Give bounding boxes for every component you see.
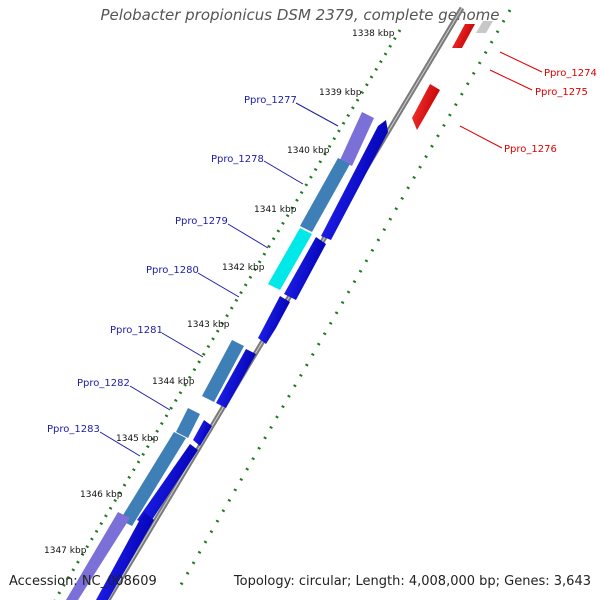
feature-1284[interactable] xyxy=(66,512,130,600)
gene-label-ppro-1281[interactable]: Ppro_1281 xyxy=(110,325,163,336)
tick-label-1344: 1344 kbp xyxy=(152,377,195,387)
leader-ppro-1278 xyxy=(263,160,304,185)
leader-ppro-1281 xyxy=(161,332,204,358)
tick-label-1347: 1347 kbp xyxy=(44,546,87,556)
gene-ppro-1277[interactable] xyxy=(321,120,388,240)
gene-ppro-1275[interactable] xyxy=(452,24,475,48)
gene-label-ppro-1280[interactable]: Ppro_1280 xyxy=(146,265,199,276)
gene-label-ppro-1274[interactable]: Ppro_1274 xyxy=(544,68,597,79)
gene-label-ppro-1276[interactable]: Ppro_1276 xyxy=(504,144,557,155)
gene-ppro-1284[interactable] xyxy=(96,512,154,600)
gene-ppro-1278[interactable] xyxy=(284,237,326,300)
gene-ppro-1281[interactable] xyxy=(216,349,256,408)
leader-ppro-1280 xyxy=(197,272,240,298)
tick-label-1339: 1339 kbp xyxy=(319,88,362,98)
leader-ppro-1276 xyxy=(459,125,503,149)
leader-ppro-1279 xyxy=(227,223,269,249)
feature-1277[interactable] xyxy=(340,112,374,166)
leader-ppro-1274 xyxy=(499,51,543,73)
tick-label-1338: 1338 kbp xyxy=(352,29,395,39)
gene-ppro-1274[interactable] xyxy=(476,21,493,33)
tick-label-1342: 1342 kbp xyxy=(222,263,265,273)
map-title: Pelobacter propionicus DSM 2379, complet… xyxy=(100,6,500,24)
gene-ppro-1283[interactable] xyxy=(137,444,198,526)
gene-ppro-1282[interactable] xyxy=(193,420,212,446)
tick-label-1343: 1343 kbp xyxy=(187,320,230,330)
leader-ppro-1283 xyxy=(99,431,141,457)
feature-1282[interactable] xyxy=(176,408,200,438)
gene-label-ppro-1275[interactable]: Ppro_1275 xyxy=(535,87,588,98)
tick-label-1341: 1341 kbp xyxy=(254,205,297,215)
inner-tick-ring xyxy=(53,29,402,600)
leader-ppro-1282 xyxy=(129,385,171,411)
gene-ppro-1276[interactable] xyxy=(412,84,440,130)
tick-label-1345: 1345 kbp xyxy=(116,434,159,444)
gene-label-ppro-1279[interactable]: Ppro_1279 xyxy=(175,216,228,227)
gene-label-ppro-1283[interactable]: Ppro_1283 xyxy=(47,424,100,435)
accession-text: Accession: NC_008609 xyxy=(9,574,157,589)
feature-1278[interactable] xyxy=(300,158,350,232)
gene-label-ppro-1282[interactable]: Ppro_1282 xyxy=(77,378,130,389)
leader-ppro-1275 xyxy=(489,69,533,91)
leader-ppro-1277 xyxy=(295,102,339,127)
gene-label-ppro-1278[interactable]: Ppro_1278 xyxy=(211,154,264,165)
feature-1279[interactable] xyxy=(268,228,312,290)
feature-1283[interactable] xyxy=(120,432,186,526)
feature-1281[interactable] xyxy=(202,340,244,402)
tick-label-1346: 1346 kbp xyxy=(80,490,123,500)
topology-text: Topology: circular; Length: 4,008,000 bp… xyxy=(233,574,591,589)
tick-label-1340: 1340 kbp xyxy=(287,146,330,156)
gene-label-ppro-1277[interactable]: Ppro_1277 xyxy=(244,95,297,106)
gene-ppro-1280[interactable] xyxy=(258,296,290,344)
